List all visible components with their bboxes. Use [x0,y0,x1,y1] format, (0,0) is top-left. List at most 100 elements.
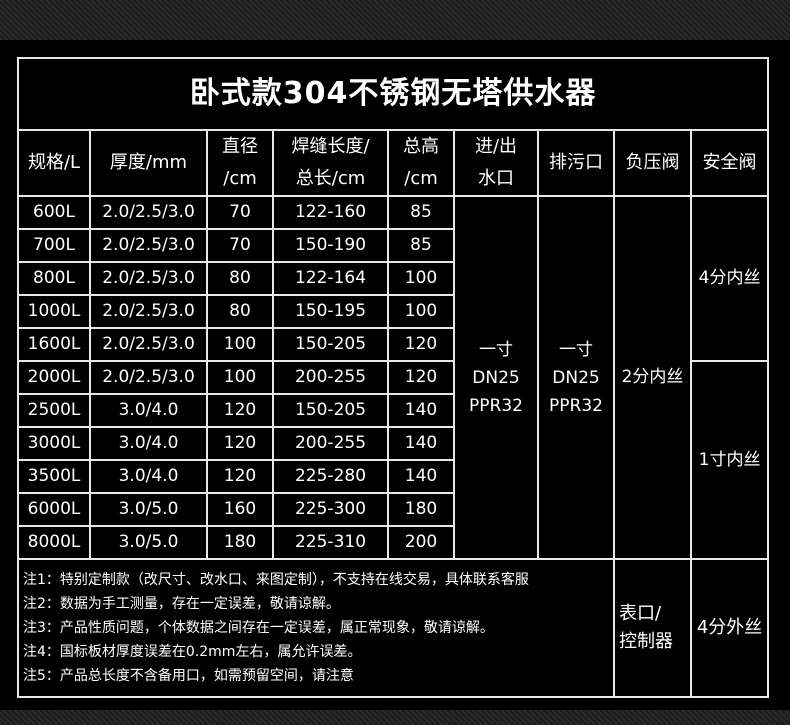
table-row: 3000L 3.0/4.0 120 200-255 140 [17,426,768,461]
column-header-line: 总高 [403,136,439,157]
table-row: 800L 2.0/2.5/3.0 80 122-164 100 [17,261,768,296]
cell-diameter: 80 [206,261,274,296]
table-row: 3500L 3.0/4.0 120 225-280 140 [17,459,768,494]
cell-thickness: 2.0/2.5/3.0 [89,228,208,263]
cell-length: 150-190 [272,228,389,263]
column-header-line: /cm [404,168,438,189]
cell-length: 200-255 [272,426,389,461]
cell-thickness: 2.0/2.5/3.0 [89,261,208,296]
note-line: 注3：产品性质问题，个体数据之间存在一定误差，属正常现象，敬请谅解。 [23,620,494,636]
table-row: 6000L 3.0/5.0 160 225-300 180 [17,492,768,527]
cell-inlet-line: PPR32 [469,395,523,416]
column-header-line: /cm [223,168,257,189]
note-line: 注1：特别定制款（改尺寸、改水口、来图定制），不支持在线交易，具体联系客服 [23,572,529,588]
cell-diameter: 70 [206,228,274,263]
table-row: 2500L 3.0/4.0 120 150-205 140 [17,393,768,428]
notes-row: 注1：特别定制款（改尺寸、改水口、来图定制），不支持在线交易，具体联系客服 注2：… [17,558,770,698]
cell-height: 140 [387,393,455,428]
cell-thickness: 3.0/4.0 [89,393,208,428]
cell-diameter: 120 [206,459,274,494]
column-header-line: 总长/cm [295,168,366,189]
cell-length: 150-205 [272,393,389,428]
cell-capacity: 6000L [17,492,91,527]
cell-drain-line: PPR32 [549,395,603,416]
cell-diameter: 100 [206,360,274,395]
table-title: 卧式款304不锈钢无塔供水器 [16,57,770,131]
column-header-line: 直径 [222,136,258,157]
column-header: 排污口 [537,129,615,197]
note-line: 注2：数据为手工测量，存在一定误差，敬请谅解。 [23,596,340,612]
spec-table: 卧式款304不锈钢无塔供水器 规格/L 厚度/mm 直径/cm 焊缝长度/总长/cm 总… [16,57,770,698]
notes-cell: 注1：特别定制款（改尺寸、改水口、来图定制），不支持在线交易，具体联系客服 注2：… [17,558,615,698]
bottom-texture-band [0,710,790,725]
table-row: 8000L 3.0/5.0 180 225-310 200 [17,525,768,560]
note-line: 注5：产品总长度不含备用口，如需预留空间，请注意 [23,668,354,684]
cell-capacity: 800L [17,261,91,296]
cell-safety-valve: 1寸内丝 [689,360,770,560]
cell-thickness: 2.0/2.5/3.0 [89,294,208,329]
cell-thickness: 3.0/5.0 [89,525,208,560]
cell-capacity: 3500L [17,459,91,494]
cell-height: 200 [387,525,455,560]
column-header: 进/出水口 [453,129,539,197]
cell-height: 140 [387,426,455,461]
column-header: 规格/L [17,129,91,197]
cell-thickness: 3.0/4.0 [89,459,208,494]
cell-length: 225-300 [272,492,389,527]
cell-meter-port: 表口/控制器 [613,558,692,698]
cell-length: 122-164 [272,261,389,296]
cell-thickness: 3.0/5.0 [89,492,208,527]
table-row: 1600L 2.0/2.5/3.0 100 150-205 120 [17,327,768,362]
cell-vacuum-valve: 2分内丝 [613,195,692,560]
cell-diameter: 100 [206,327,274,362]
cell-height: 140 [387,459,455,494]
column-header-line: 焊缝长度/ [291,136,370,157]
table-row: 2000L 2.0/2.5/3.0 100 200-255 120 1寸内丝 [17,360,770,560]
cell-length: 150-205 [272,327,389,362]
cell-drain-line: 一寸 [559,339,593,360]
cell-diameter: 70 [206,195,274,230]
column-header-line: 进/出 [474,136,518,157]
cell-diameter: 180 [206,525,274,560]
column-header: 焊缝长度/总长/cm [272,129,389,197]
cell-height: 120 [387,360,455,395]
cell-length: 150-195 [272,294,389,329]
cell-diameter: 120 [206,426,274,461]
cell-height: 100 [387,294,455,329]
column-header: 厚度/mm [89,129,208,197]
cell-diameter: 120 [206,393,274,428]
top-texture-band [0,0,790,40]
cell-thickness: 2.0/2.5/3.0 [89,327,208,362]
cell-drain-line: DN25 [552,367,600,388]
column-header: 安全阀 [689,129,770,197]
table-row: 700L 2.0/2.5/3.0 70 150-190 85 [17,228,768,263]
column-header-line: 水口 [478,168,514,189]
cell-capacity: 700L [17,228,91,263]
table-row: 600L 2.0/2.5/3.0 70 122-160 85 一寸 DN25 PPR32 一寸 D… [17,195,770,560]
cell-inlet-line: DN25 [472,367,520,388]
cell-height: 180 [387,492,455,527]
column-header: 直径/cm [206,129,274,197]
note-line: 注4：国标板材厚度误差在0.2mm左右，属允许误差。 [23,644,362,660]
cell-length: 225-280 [272,459,389,494]
cell-drain: 一寸 DN25 PPR32 [537,195,615,560]
cell-thickness: 2.0/2.5/3.0 [89,195,208,230]
cell-capacity: 2500L [17,393,91,428]
table-row: 1000L 2.0/2.5/3.0 80 150-195 100 [17,294,768,329]
cell-safety-valve: 4分内丝 [689,195,770,362]
cell-height: 85 [387,228,455,263]
cell-capacity: 3000L [17,426,91,461]
cell-meter-port-line: 控制器 [619,631,673,652]
cell-inlet: 一寸 DN25 PPR32 [453,195,539,560]
cell-diameter: 80 [206,294,274,329]
cell-thickness: 2.0/2.5/3.0 [89,360,208,395]
column-header: 总高/cm [387,129,455,197]
cell-length: 122-160 [272,195,389,230]
cell-length: 225-310 [272,525,389,560]
cell-height: 120 [387,327,455,362]
cell-inlet-line: 一寸 [479,339,513,360]
cell-capacity: 2000L [17,360,91,395]
cell-capacity: 600L [17,195,91,230]
cell-thickness: 3.0/4.0 [89,426,208,461]
cell-meter-port-line: 表口/ [619,603,662,624]
